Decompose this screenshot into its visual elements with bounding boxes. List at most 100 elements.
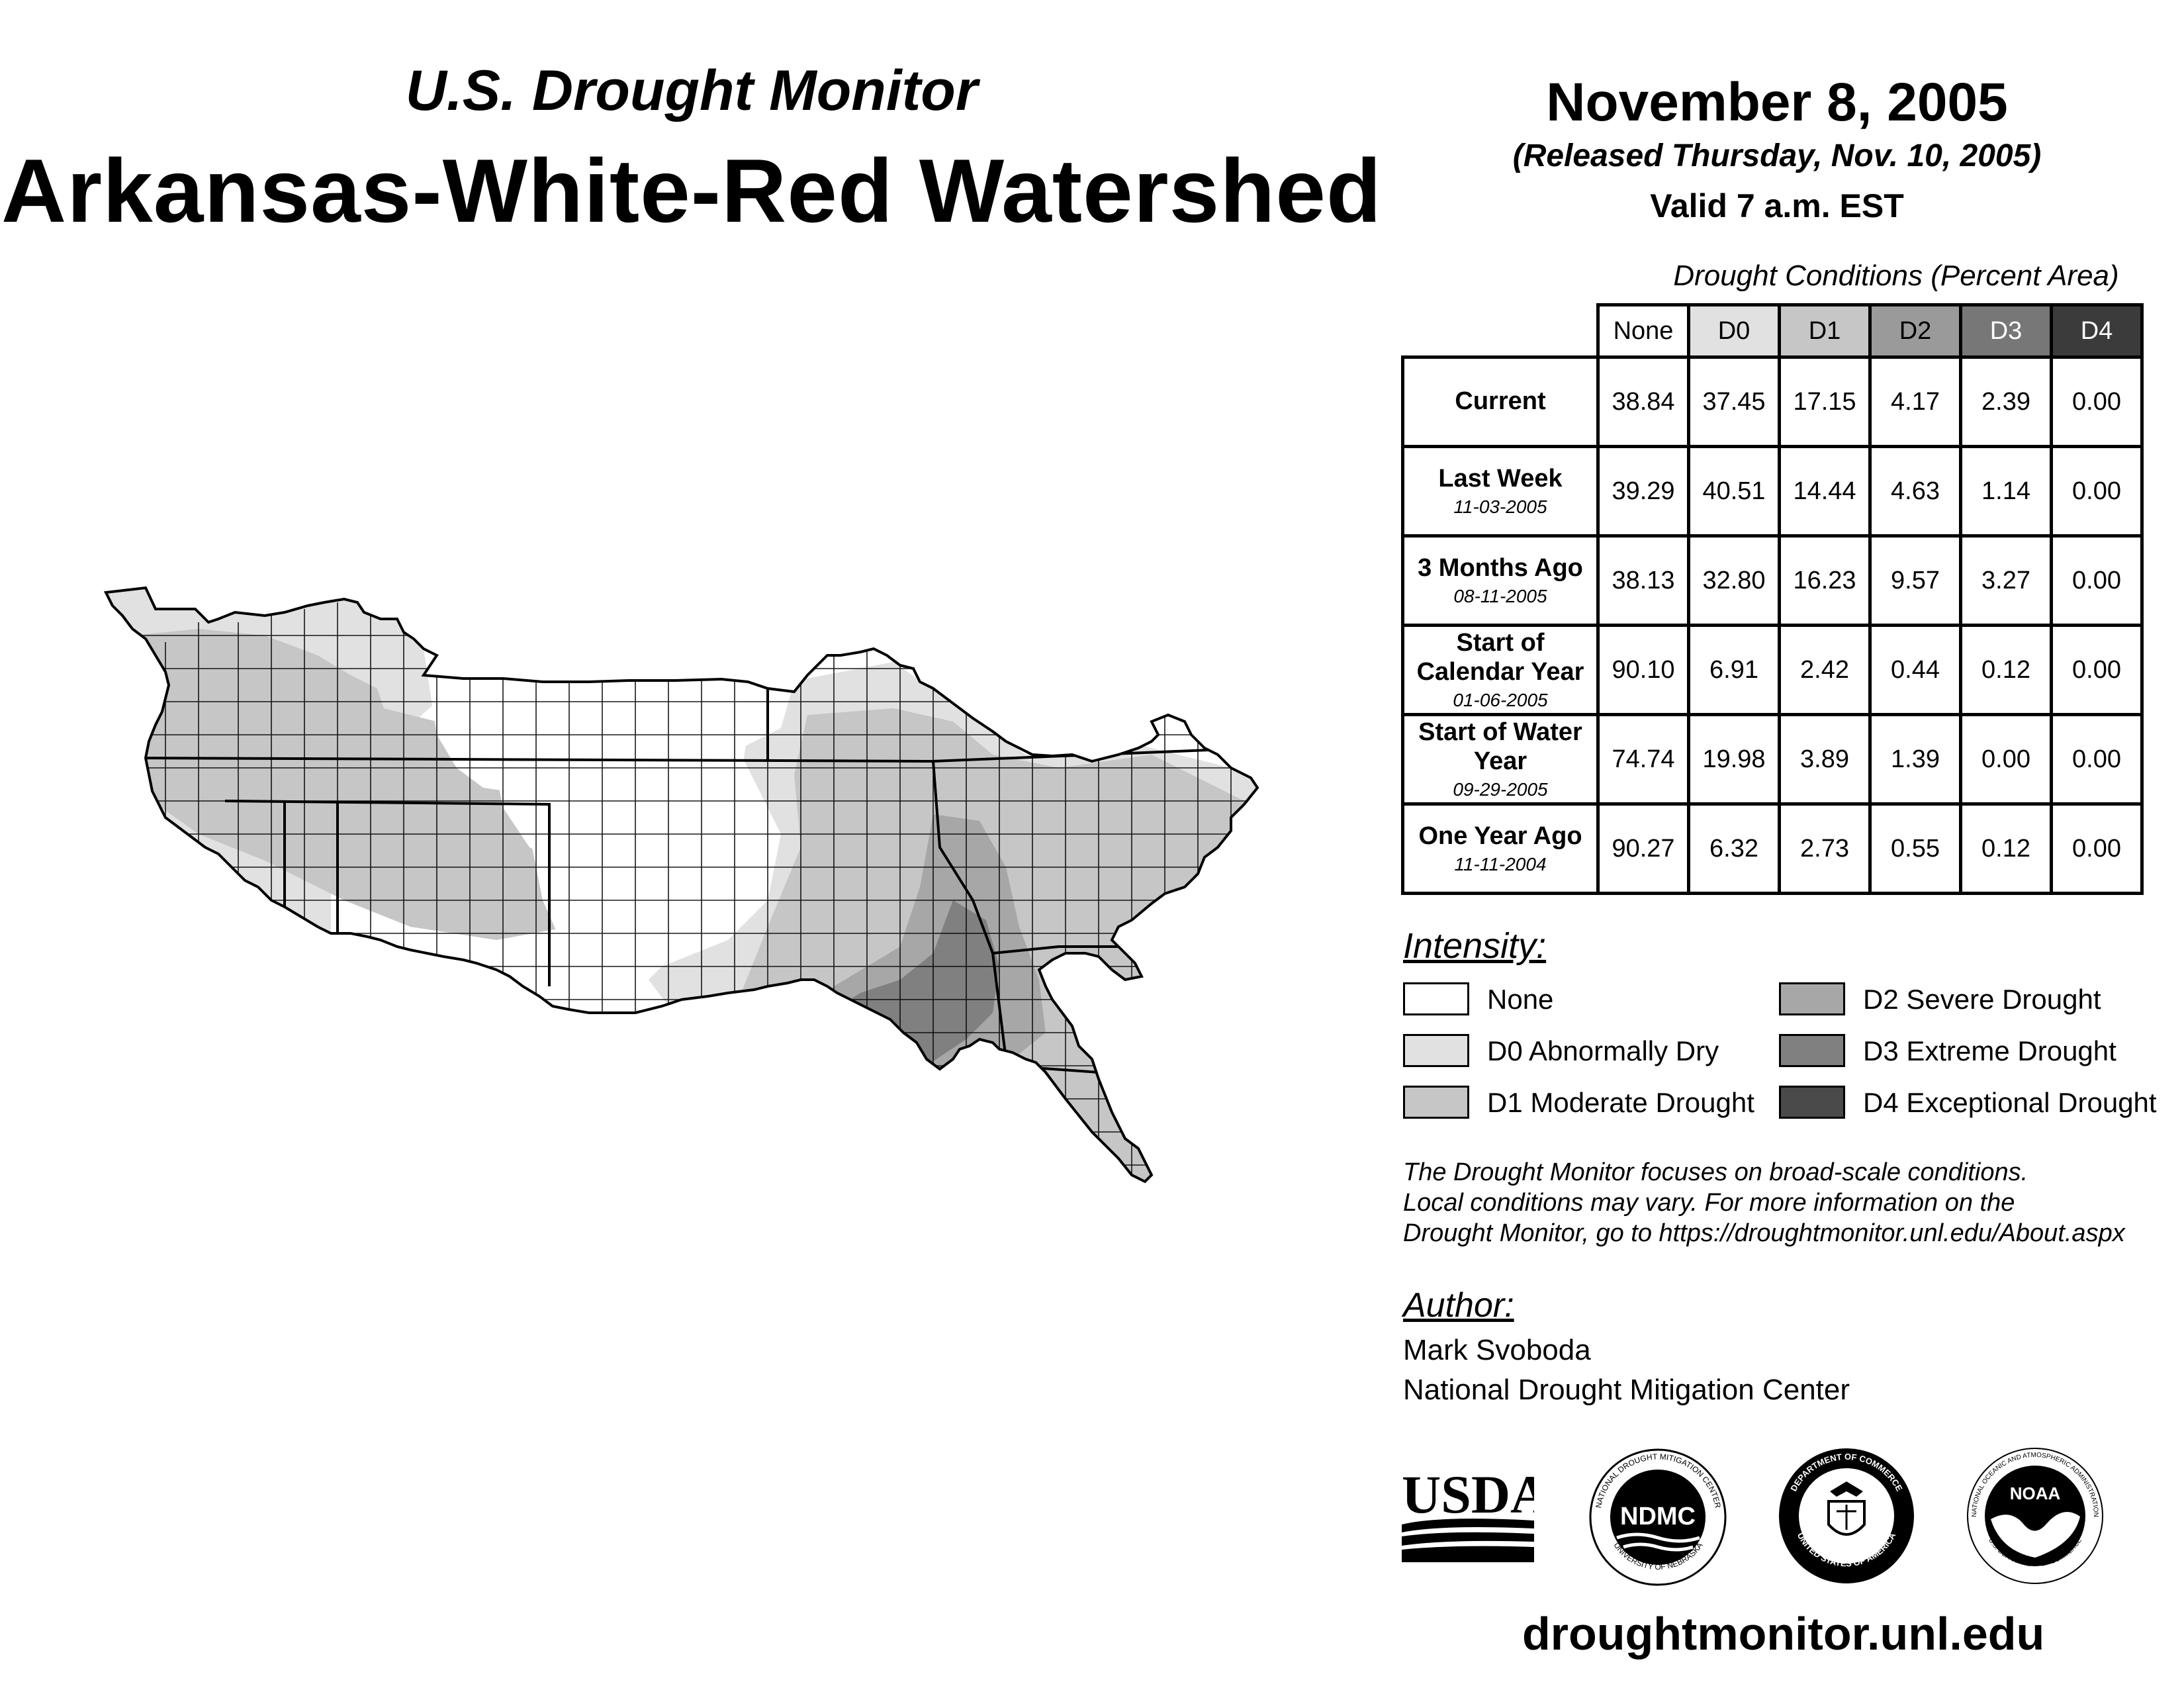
table-cell: 90.10 <box>1596 624 1690 716</box>
table-cell: 90.27 <box>1596 802 1690 895</box>
table-cell: 17.15 <box>1778 355 1872 448</box>
footer-url: droughtmonitor.unl.edu <box>1522 1608 2045 1660</box>
column-header: None <box>1596 303 1690 359</box>
table-cell: 38.13 <box>1596 534 1690 627</box>
table-cell: 74.74 <box>1596 713 1690 806</box>
watershed-map <box>105 586 1259 1183</box>
table-cell: 37.45 <box>1687 355 1781 448</box>
table-cell: 0.12 <box>1959 802 2053 895</box>
row-label-text: Start of Water Year <box>1418 718 1582 775</box>
map-subtitle: U.S. Drought Monitor <box>405 59 978 122</box>
row-date: 09-29-2005 <box>1453 778 1548 800</box>
shield-icon <box>1827 1500 1866 1536</box>
ndmc-logo-text: NDMC <box>1620 1503 1696 1530</box>
table-cell: 0.00 <box>2050 624 2144 716</box>
table-header-row: None D0 D1 D2 D3 D4 <box>1403 303 2144 359</box>
row-label-text: One Year Ago <box>1418 822 1582 851</box>
legend-label: D4 Exceptional Drought <box>1863 1087 2157 1118</box>
row-label: Start of Calendar Year 01-06-2005 <box>1401 624 1600 716</box>
row-label: Start of Water Year 09-29-2005 <box>1401 713 1600 806</box>
table-cell: 0.12 <box>1959 624 2053 716</box>
author-heading: Author: <box>1403 1286 1514 1325</box>
table-cell: 2.39 <box>1959 355 2053 448</box>
table-cell: 4.17 <box>1868 355 1962 448</box>
table-cell: 32.80 <box>1687 534 1781 627</box>
table-cell: 0.00 <box>2050 802 2144 895</box>
row-label-text: 3 Months Ago <box>1418 554 1583 583</box>
row-date: 11-11-2004 <box>1454 853 1547 874</box>
column-header: D0 <box>1687 303 1781 359</box>
noaa-logo-text: NOAA <box>2010 1483 2061 1503</box>
table-cell: 1.14 <box>1959 445 2053 538</box>
table-row: Current 38.84 37.45 17.15 4.17 2.39 0.00 <box>1401 355 2144 448</box>
table-cell: 0.44 <box>1868 624 1962 716</box>
column-header: D4 <box>2050 303 2144 359</box>
table-cell: 2.73 <box>1778 802 1872 895</box>
table-row: Start of Water Year 09-29-2005 74.74 19.9… <box>1401 713 2144 806</box>
valid-time: Valid 7 a.m. EST <box>1650 187 1904 224</box>
column-header: D3 <box>1959 303 2053 359</box>
table-cell: 0.00 <box>2050 534 2144 627</box>
row-label: 3 Months Ago 08-11-2005 <box>1401 534 1600 627</box>
table-cell: 19.98 <box>1687 713 1781 806</box>
table-cell: 38.84 <box>1596 355 1690 448</box>
legend-swatch <box>1779 1086 1845 1119</box>
table-cell: 40.51 <box>1687 445 1781 538</box>
table-cell: 14.44 <box>1778 445 1872 538</box>
release-date: (Released Thursday, Nov. 10, 2005) <box>1512 138 2042 173</box>
row-date: 11-03-2005 <box>1453 496 1547 517</box>
map-date: November 8, 2005 <box>1546 72 2008 132</box>
table-cell: 4.63 <box>1868 445 1962 538</box>
legend-label: D1 Moderate Drought <box>1487 1087 1754 1118</box>
legend-label: D2 Severe Drought <box>1863 984 2101 1015</box>
noaa-logo: NATIONAL OCEANIC AND ATMOSPHERIC ADMINIS… <box>1967 1448 2103 1584</box>
row-label: One Year Ago 11-11-2004 <box>1401 802 1600 895</box>
legend-label: D3 Extreme Drought <box>1863 1035 2116 1066</box>
table-cell: 1.39 <box>1868 713 1962 806</box>
table-cell: 6.91 <box>1687 624 1781 716</box>
row-label-text: Current <box>1455 387 1546 416</box>
ndmc-logo: NATIONAL DROUGHT MITIGATION CENTER UNIVE… <box>1589 1448 1727 1586</box>
column-header: D1 <box>1778 303 1872 359</box>
usda-logo-text: USDA <box>1402 1464 1534 1524</box>
row-date: 08-11-2005 <box>1453 585 1547 606</box>
table-cell: 2.42 <box>1778 624 1872 716</box>
table-row: One Year Ago 11-11-2004 90.27 6.32 2.73 0… <box>1401 802 2144 895</box>
table-cell: 0.00 <box>2050 355 2144 448</box>
row-label: Last Week 11-03-2005 <box>1401 445 1600 538</box>
legend-swatch <box>1403 982 1469 1015</box>
legend-swatch <box>1403 1086 1469 1119</box>
disclaimer-line: Local conditions may vary. For more info… <box>1403 1189 2015 1217</box>
drought-stats-table: None D0 D1 D2 D3 D4 Current 38.84 37.45 … <box>1401 303 2144 895</box>
disclaimer-line: The Drought Monitor focuses on broad-sca… <box>1403 1158 2028 1186</box>
table-corner <box>1403 305 1598 357</box>
row-label-text: Start of Calendar Year <box>1416 629 1584 686</box>
table-cell: 3.27 <box>1959 534 2053 627</box>
legend-title: Intensity: <box>1403 926 1547 966</box>
column-header: D2 <box>1868 303 1962 359</box>
table-cell: 0.55 <box>1868 802 1962 895</box>
table-row: Start of Calendar Year 01-06-2005 90.10 6… <box>1401 624 2144 716</box>
author-name: Mark Svoboda <box>1403 1334 1591 1366</box>
disclaimer-line: Drought Monitor, go to https://droughtmo… <box>1403 1219 2125 1247</box>
legend-label: None <box>1487 984 1554 1015</box>
row-date: 01-06-2005 <box>1453 689 1548 710</box>
table-row: Last Week 11-03-2005 39.29 40.51 14.44 4.… <box>1401 445 2144 538</box>
table-cell: 0.00 <box>1959 713 2053 806</box>
table-row: 3 Months Ago 08-11-2005 38.13 32.80 16.23… <box>1401 534 2144 627</box>
legend-swatch <box>1779 982 1845 1015</box>
row-label: Current <box>1401 355 1600 448</box>
eagle-icon <box>1830 1481 1863 1497</box>
table-cell: 0.00 <box>2050 445 2144 538</box>
table-cell: 9.57 <box>1868 534 1962 627</box>
table-cell: 39.29 <box>1596 445 1690 538</box>
table-cell: 6.32 <box>1687 802 1781 895</box>
row-label-text: Last Week <box>1438 465 1563 493</box>
table-cell: 0.00 <box>2050 713 2144 806</box>
author-organization: National Drought Mitigation Center <box>1403 1374 1850 1406</box>
usda-logo: USDA <box>1402 1464 1534 1562</box>
map-title: Arkansas-White-Red Watershed <box>1 140 1383 241</box>
doc-logo: DEPARTMENT OF COMMERCE UNITED STATES OF … <box>1779 1448 1914 1583</box>
legend-label: D0 Abnormally Dry <box>1487 1035 1719 1066</box>
seagull-icon <box>1991 1511 2080 1558</box>
